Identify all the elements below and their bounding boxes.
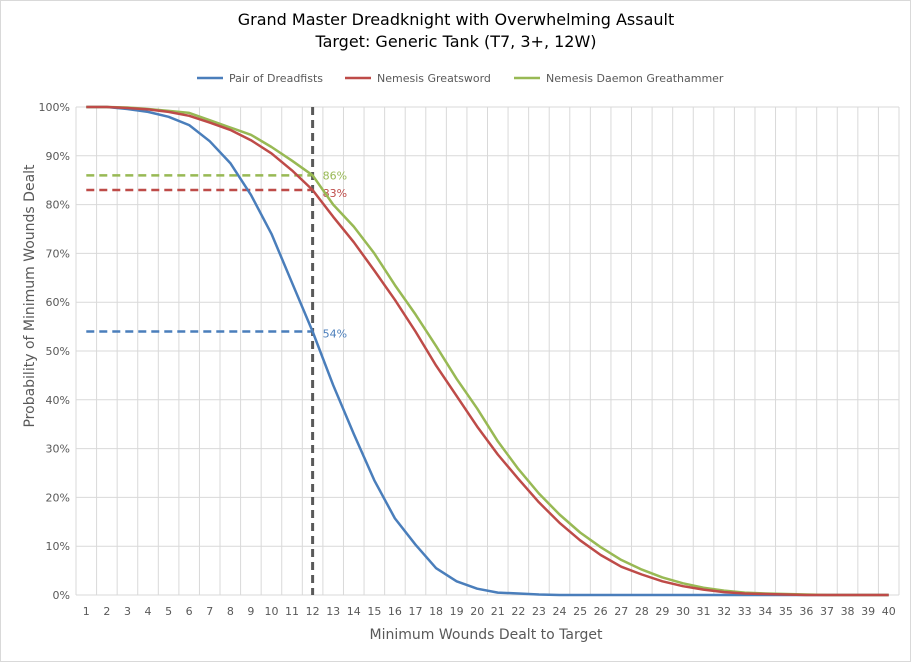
- y-tick-label: 30%: [46, 443, 70, 456]
- x-tick-label: 2: [103, 605, 110, 618]
- x-tick-label: 33: [738, 605, 752, 618]
- x-tick-label: 5: [165, 605, 172, 618]
- y-tick-label: 60%: [46, 296, 70, 309]
- x-tick-label: 9: [247, 605, 254, 618]
- x-tick-label: 37: [820, 605, 834, 618]
- legend-label: Pair of Dreadfists: [229, 72, 323, 85]
- x-tick-label: 1: [83, 605, 90, 618]
- y-axis-label: Probability of Minimum Wounds Dealt: [22, 164, 38, 428]
- chart-subtitle: Target: Generic Tank (T7, 3+, 12W): [314, 32, 596, 51]
- x-tick-label: 31: [697, 605, 711, 618]
- x-tick-label: 34: [758, 605, 772, 618]
- y-tick-label: 100%: [39, 101, 70, 114]
- y-tick-label: 80%: [46, 199, 70, 212]
- x-tick-label: 40: [882, 605, 896, 618]
- x-tick-label: 20: [470, 605, 484, 618]
- series-line-nemesis-greatsword: [86, 105, 889, 597]
- x-tick-label: 12: [306, 605, 320, 618]
- x-tick-label: 18: [429, 605, 443, 618]
- x-tick-label: 17: [408, 605, 422, 618]
- x-tick-label: 13: [326, 605, 340, 618]
- x-tick-label: 7: [206, 605, 213, 618]
- x-tick-label: 15: [367, 605, 381, 618]
- x-tick-label: 28: [635, 605, 649, 618]
- x-tick-label: 32: [717, 605, 731, 618]
- x-tick-label: 30: [676, 605, 690, 618]
- x-tick-label: 4: [145, 605, 152, 618]
- legend-label: Nemesis Daemon Greathammer: [546, 72, 724, 85]
- x-axis-label: Minimum Wounds Dealt to Target: [370, 627, 603, 643]
- data-label: 54%: [323, 327, 347, 340]
- x-tick-label: 10: [264, 605, 278, 618]
- x-tick-label: 19: [450, 605, 464, 618]
- y-tick-label: 0%: [53, 589, 70, 602]
- x-tick-label: 11: [285, 605, 299, 618]
- y-tick-label: 40%: [46, 394, 70, 407]
- x-tick-label: 36: [799, 605, 813, 618]
- x-tick-label: 3: [124, 605, 131, 618]
- x-tick-label: 29: [655, 605, 669, 618]
- x-tick-label: 21: [491, 605, 505, 618]
- y-tick-label: 90%: [46, 150, 70, 163]
- x-tick-label: 6: [186, 605, 193, 618]
- y-tick-label: 20%: [46, 491, 70, 504]
- x-tick-label: 22: [511, 605, 525, 618]
- chart-title: Grand Master Dreadknight with Overwhelmi…: [238, 10, 674, 29]
- data-label: 86%: [323, 169, 347, 182]
- x-tick-label: 35: [779, 605, 793, 618]
- x-tick-label: 24: [553, 605, 567, 618]
- x-tick-label: 38: [841, 605, 855, 618]
- legend-label: Nemesis Greatsword: [377, 72, 491, 85]
- x-tick-label: 16: [388, 605, 402, 618]
- x-tick-label: 39: [861, 605, 875, 618]
- y-tick-label: 70%: [46, 247, 70, 260]
- x-tick-label: 25: [573, 605, 587, 618]
- x-tick-label: 27: [614, 605, 628, 618]
- y-tick-label: 50%: [46, 345, 70, 358]
- x-tick-label: 26: [594, 605, 608, 618]
- x-tick-label: 14: [347, 605, 361, 618]
- x-tick-label: 23: [532, 605, 546, 618]
- y-tick-label: 10%: [46, 540, 70, 553]
- x-tick-label: 8: [227, 605, 234, 618]
